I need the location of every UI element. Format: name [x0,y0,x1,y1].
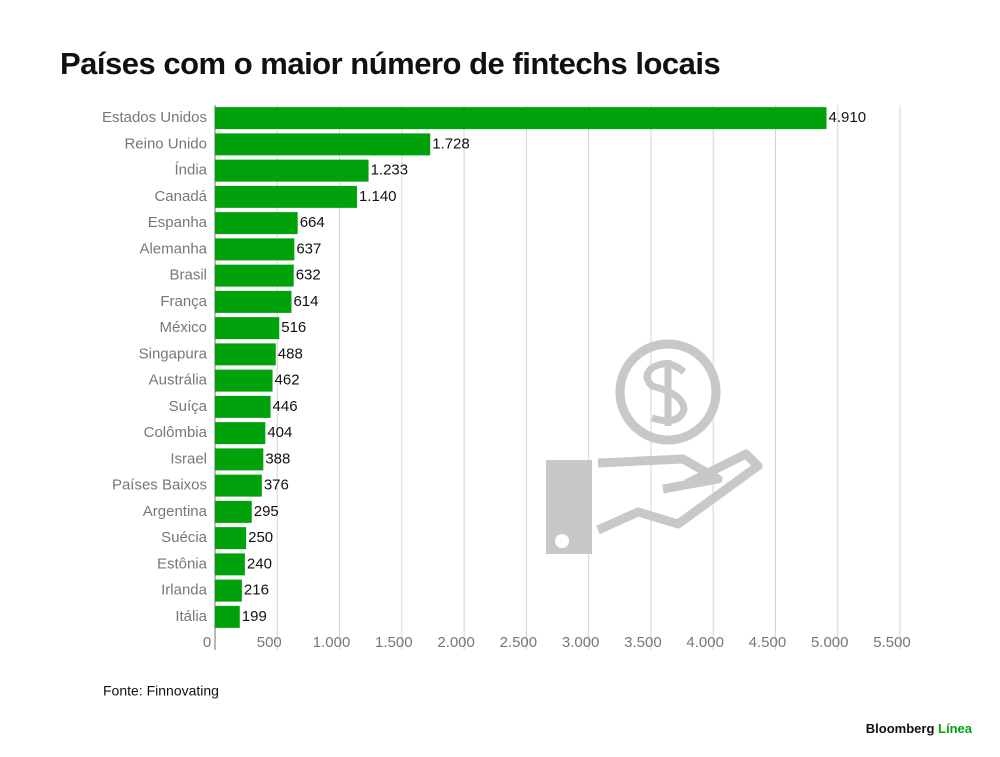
x-tick-label: 1.000 [313,634,351,651]
value-label: 488 [278,345,303,362]
value-label: 404 [267,424,292,441]
value-label: 446 [273,398,298,415]
y-tick-label: México [159,319,207,336]
value-label: 295 [254,503,279,520]
y-tick-label: Estônia [157,555,208,572]
value-label: 376 [264,477,289,494]
value-label: 1.140 [359,188,397,205]
bar [215,527,247,550]
y-tick-label: Argentina [143,503,208,520]
x-tick-label: 3.000 [562,634,600,651]
y-tick-label: Suécia [161,529,208,546]
value-label: 664 [300,214,325,231]
bar [215,474,262,497]
x-tick-label: 5.500 [873,634,911,651]
y-tick-label: Espanha [148,214,208,231]
value-label: 1.233 [371,162,409,179]
source: Fonte: Finnovating [103,683,219,699]
y-tick-label: Alemanha [139,240,207,257]
value-label: 388 [265,450,290,467]
bar [215,343,276,366]
y-tick-label: Israel [170,450,207,467]
value-label: 4.910 [829,109,867,126]
x-tick-label: 5.000 [811,634,849,651]
value-label: 250 [248,529,273,546]
bar [215,369,273,392]
y-tick-label: Canadá [154,188,207,205]
bar [215,185,357,208]
bar [215,500,252,523]
value-label: 614 [293,293,318,310]
x-tick-label: 500 [257,634,282,651]
y-tick-label: Irlanda [161,582,208,599]
bar [215,448,264,471]
value-label: 216 [244,582,269,599]
value-label: 632 [296,267,321,284]
x-tick-label: 2.500 [500,634,538,651]
bar [215,553,245,576]
value-label: 637 [296,240,321,257]
x-tick-label: 4.000 [686,634,724,651]
brand-sub: Línea [938,721,973,736]
value-label: 199 [242,608,267,625]
y-tick-label: França [160,293,207,310]
y-tick-label: Índia [174,162,207,179]
x-tick-label: 0 [203,634,211,651]
bar [215,422,266,445]
bar [215,238,295,261]
x-tick-label: 1.500 [375,634,413,651]
y-tick-label: Países Baixos [112,477,207,494]
y-tick-label: Itália [175,608,207,625]
bar [215,264,294,287]
bar [215,159,369,182]
bar [215,212,298,235]
bar [215,579,242,602]
y-tick-label: Singapura [139,345,208,362]
y-tick-label: Colômbia [144,424,208,441]
value-label: 462 [275,372,300,389]
x-tick-label: 3.500 [624,634,662,651]
value-label: 240 [247,555,272,572]
bar [215,605,240,628]
brand: Bloomberg Línea [866,721,973,736]
bar [215,290,292,313]
bar [215,317,280,340]
y-tick-label: Reino Unido [124,135,207,152]
y-tick-label: Suíça [169,398,208,415]
x-tick-label: 4.500 [749,634,787,651]
chart-title: Países com o maior número de fintechs lo… [60,46,720,81]
icon [546,339,763,554]
bar [215,107,827,130]
bar [215,395,271,418]
x-tick-label: 2.000 [437,634,475,651]
value-label: 516 [281,319,306,336]
bar [215,133,431,156]
value-label: 1.728 [432,135,470,152]
y-tick-label: Brasil [169,267,207,284]
brand-name: Bloomberg [866,721,935,736]
y-tick-label: Estados Unidos [102,109,207,126]
y-tick-label: Austrália [149,372,208,389]
